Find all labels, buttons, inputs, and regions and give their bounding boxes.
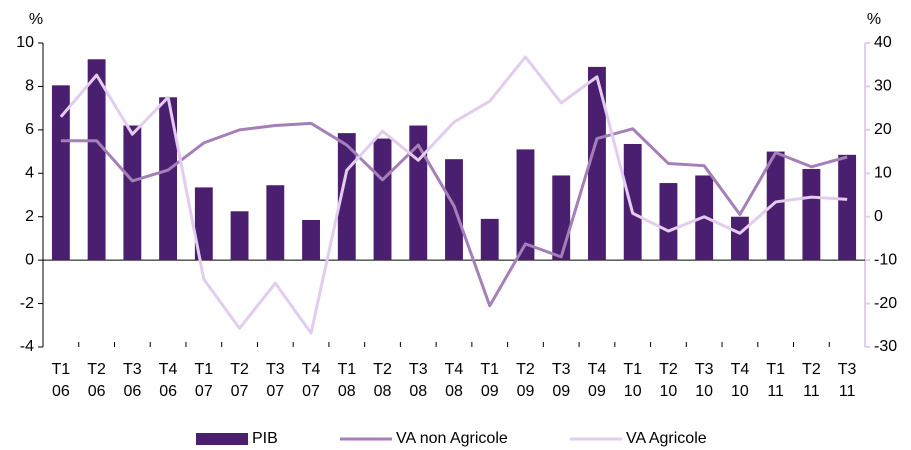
x-tick-label: T2 10 xyxy=(659,361,678,400)
y-tick-label: 10 xyxy=(16,34,34,51)
y2-unit: % xyxy=(867,11,881,28)
legend-label: VA Agricole xyxy=(626,430,707,447)
y2-tick-label: -30 xyxy=(874,338,897,355)
y-tick-label: 4 xyxy=(25,165,34,182)
legend-label: PIB xyxy=(252,430,278,447)
bar xyxy=(230,211,249,261)
x-tick-label: T2 11 xyxy=(802,361,821,400)
y-unit: % xyxy=(29,11,43,28)
x-tick-label: T3 11 xyxy=(838,361,857,400)
x-tick-label: T3 07 xyxy=(266,361,285,400)
x-tick-label: T3 10 xyxy=(695,361,714,400)
x-tick-label: T2 06 xyxy=(87,361,106,400)
x-tick-label: T1 09 xyxy=(480,361,499,400)
y2-tick-label: -20 xyxy=(874,295,897,312)
x-tick-label: T2 07 xyxy=(230,361,249,400)
legend-swatch xyxy=(196,433,248,445)
x-tick-label: T2 09 xyxy=(516,361,535,400)
bar xyxy=(51,85,70,261)
y2-tick-label: 40 xyxy=(874,34,892,51)
x-tick-label: T4 07 xyxy=(302,361,321,400)
bar xyxy=(766,151,785,261)
y2-tick-label: 20 xyxy=(874,121,892,138)
x-tick-label: T4 08 xyxy=(445,361,464,400)
line xyxy=(59,55,848,335)
bar xyxy=(87,59,106,261)
y-tick-label: 6 xyxy=(25,121,34,138)
x-tick-label: T1 07 xyxy=(194,361,213,400)
x-tick-label: T4 06 xyxy=(159,361,178,400)
x-tick-label: T4 09 xyxy=(588,361,607,400)
bar xyxy=(409,125,428,261)
bar xyxy=(659,183,678,261)
x-tick-label: T1 06 xyxy=(52,361,71,400)
y-tick-label: 2 xyxy=(25,208,34,225)
legend-label: VA non Agricole xyxy=(396,430,508,447)
bar xyxy=(159,97,178,261)
y2-tick-label: 10 xyxy=(874,165,892,182)
x-tick-label: T1 11 xyxy=(766,361,785,400)
x-tick-label: T2 08 xyxy=(373,361,392,400)
bar xyxy=(123,125,142,261)
bar xyxy=(552,175,571,261)
bar xyxy=(588,66,606,261)
x-tick-label: T4 10 xyxy=(731,361,750,400)
y2-tick-label: -10 xyxy=(874,251,897,268)
y-tick-label: 0 xyxy=(25,251,34,268)
line xyxy=(60,121,848,308)
x-tick-label: T3 09 xyxy=(552,361,571,400)
y2-tick-label: 0 xyxy=(874,208,883,225)
bar xyxy=(194,187,213,261)
bar xyxy=(623,143,642,261)
bar xyxy=(373,138,392,261)
bar xyxy=(302,219,320,261)
bar xyxy=(266,185,285,261)
x-tick-label: T3 08 xyxy=(409,361,428,400)
bar xyxy=(516,149,535,261)
y-tick-label: -2 xyxy=(20,295,34,312)
bar xyxy=(802,168,821,261)
x-tick-label: T1 08 xyxy=(337,361,356,400)
bar xyxy=(480,218,499,261)
y-tick-label: -4 xyxy=(20,338,34,355)
bar xyxy=(730,216,749,261)
x-tick-label: T1 10 xyxy=(623,361,642,400)
x-tick-label: T3 06 xyxy=(123,361,142,400)
y2-tick-label: 30 xyxy=(874,78,892,95)
bar xyxy=(838,154,857,261)
y-tick-label: 8 xyxy=(25,78,34,95)
